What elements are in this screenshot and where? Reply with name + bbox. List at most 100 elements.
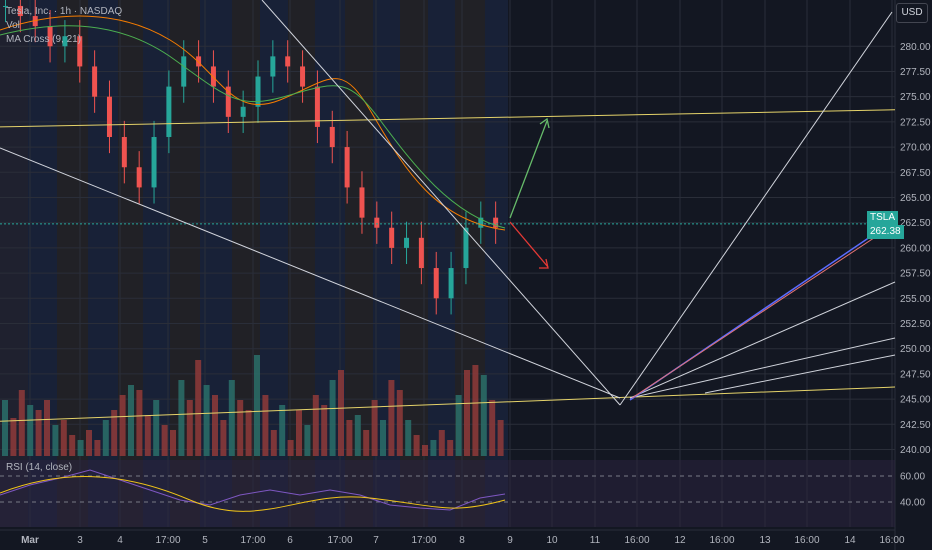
volume-bar: [35, 410, 42, 456]
price-axis-tick: 255.00: [900, 294, 931, 305]
candle-body: [210, 66, 216, 87]
volume-bar: [153, 400, 160, 456]
volume-bar: [455, 395, 462, 456]
volume-bar: [60, 420, 67, 456]
candle-body: [448, 268, 454, 299]
time-axis-tick: 17:00: [327, 535, 352, 546]
volume-bar: [405, 420, 412, 456]
currency-button[interactable]: USD: [896, 3, 928, 23]
volume-bar: [396, 390, 403, 456]
volume-bar: [497, 420, 504, 456]
volume-bar: [119, 395, 126, 456]
candle-body: [359, 187, 365, 218]
volume-bar: [86, 430, 92, 456]
time-axis-tick: 7: [373, 535, 379, 546]
candle-body: [17, 5, 23, 17]
candle-body: [77, 36, 83, 67]
volume-bar: [480, 375, 487, 456]
volume-bar: [388, 380, 395, 456]
last-price-tag: TSLA262.38: [867, 211, 932, 239]
volume-bar: [27, 405, 34, 456]
volume-bar: [262, 395, 269, 456]
volume-bar: [170, 430, 176, 456]
volume-bar: [329, 380, 336, 456]
volume-bar: [279, 405, 286, 456]
volume-bar: [128, 385, 134, 456]
candle-body: [344, 147, 350, 188]
candle-body: [181, 56, 187, 87]
ma-fast-line: [0, 15, 506, 231]
time-axis-tick: 8: [459, 535, 465, 546]
candle-body: [478, 217, 484, 228]
arrow-down-line[interactable]: [509, 221, 549, 268]
volume-bar: [10, 418, 17, 456]
rsi-axis-tick-40: 40.00: [900, 498, 925, 509]
session-band: [485, 0, 508, 527]
volume-bar: [371, 400, 378, 456]
arrow-up-line[interactable]: [509, 120, 548, 219]
trendline-upper[interactable]: [0, 109, 896, 128]
price-axis-tick: 245.00: [900, 395, 931, 406]
candle-body: [3, 5, 8, 7]
drawing-line[interactable]: [629, 281, 896, 399]
volume-bar: [380, 420, 386, 456]
rsi-line: [0, 469, 506, 511]
volume-bar: [203, 385, 210, 456]
volume-bar: [438, 430, 445, 456]
volume-legend: Vol: [6, 20, 20, 31]
trendline-lower[interactable]: [0, 386, 896, 422]
price-axis-tick: 280.00: [900, 42, 931, 53]
candle-body: [314, 86, 320, 127]
candle-body: [255, 76, 261, 107]
candle-body: [463, 227, 469, 269]
drawing-line[interactable]: [619, 11, 893, 406]
candle-body: [285, 56, 291, 67]
time-axis-tick: 10: [546, 535, 558, 546]
volume-bar: [237, 400, 244, 456]
rsi-axis-tick-60: 60.00: [900, 472, 925, 483]
price-axis-tick: 272.50: [900, 117, 931, 128]
candle-body: [374, 217, 380, 228]
candle-body: [136, 167, 142, 188]
price-axis-tick: 240.00: [900, 445, 931, 456]
volume-bar: [2, 400, 8, 456]
candle-body: [493, 217, 499, 228]
candle-body: [240, 106, 246, 117]
candle-body: [166, 86, 172, 138]
drawing-line[interactable]: [629, 337, 896, 399]
time-axis-tick: 16:00: [794, 535, 819, 546]
volume-bar: [270, 430, 277, 456]
candle-body: [418, 237, 424, 269]
time-axis-tick: 16:00: [624, 535, 649, 546]
volume-bar: [304, 425, 311, 456]
candle-body: [270, 56, 276, 77]
candle-body: [62, 36, 68, 47]
volume-bar: [472, 365, 479, 456]
drawing-line[interactable]: [704, 354, 896, 394]
volume-bar: [363, 430, 370, 456]
time-axis-tick: 17:00: [155, 535, 180, 546]
volume-bar: [44, 400, 50, 456]
drawing-line-red[interactable]: [631, 223, 896, 399]
price-axis-tick: 277.50: [900, 67, 931, 78]
candle-body: [225, 86, 231, 117]
symbol-legend: Tesla, Inc. · 1h · NASDAQ: [6, 6, 123, 17]
drawing-line[interactable]: [0, 147, 621, 399]
time-axis-tick: 9: [507, 535, 513, 546]
volume-bar: [312, 395, 319, 456]
volume-bar: [102, 420, 109, 456]
volume-bar: [136, 390, 143, 456]
volume-bar: [413, 435, 420, 456]
price-axis-tick: 242.50: [900, 420, 931, 431]
drawing-line[interactable]: [261, 0, 621, 406]
ma-slow-line: [0, 25, 506, 229]
arrow-up-head: [539, 117, 550, 129]
volume-bar: [178, 380, 185, 456]
time-axis-tick: 12: [674, 535, 686, 546]
volume-bar: [212, 395, 218, 456]
candle-body: [329, 126, 335, 148]
candle-body: [121, 137, 127, 168]
time-axis-tick: 6: [287, 535, 293, 546]
volume-bar: [228, 380, 235, 456]
